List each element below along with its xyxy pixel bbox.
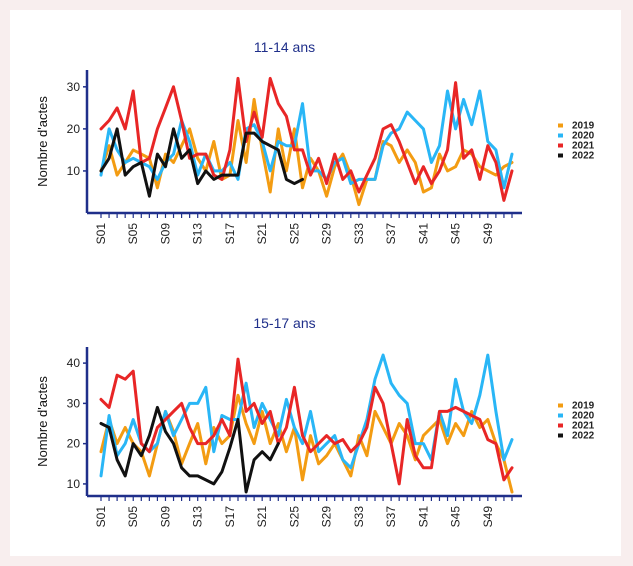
- chart-card: 11-14 ans Nombre d'actes 10 20 30 S01 S05 S09 S1…: [10, 10, 621, 556]
- y-tick-label: 30: [67, 80, 81, 94]
- x-tick-label: S33: [352, 223, 366, 245]
- x-tick-label: S37: [384, 506, 398, 528]
- x-tick-label: S05: [126, 506, 140, 528]
- y-tick-label: 20: [67, 122, 81, 136]
- legend-label-2021: 2021: [572, 141, 595, 152]
- x-tick-label: S29: [320, 223, 334, 245]
- legend-swatch-2019: [558, 403, 563, 408]
- legend-swatch-2021: [558, 143, 563, 148]
- legend-label-2020: 2020: [572, 411, 595, 422]
- charts-canvas: 11-14 ans Nombre d'actes 10 20 30 S01 S05 S09 S1…: [35, 39, 595, 527]
- y-tick-label: 20: [67, 437, 81, 451]
- legend-swatch-2020: [558, 413, 563, 418]
- x-tick-label: S01: [94, 506, 108, 528]
- x-tick-label: S05: [126, 223, 140, 245]
- series-line-2022: [99, 127, 304, 198]
- legend-swatch-2021: [558, 423, 563, 428]
- x-tick-label: S21: [255, 223, 269, 245]
- x-tick-label: S17: [223, 223, 237, 245]
- y-tick-label: 30: [67, 396, 81, 410]
- legend-swatch-2022: [558, 433, 563, 438]
- series-line-2020: [99, 353, 514, 478]
- legend-label-2020: 2020: [572, 131, 595, 142]
- x-tick-label: S25: [287, 223, 301, 245]
- legend-label-2019: 2019: [572, 121, 595, 132]
- chart-15-17-ans: 15-17 ans Nombre d'actes 10 20 30 40 S01 S05 S09…: [35, 315, 595, 527]
- y-tick-label: 10: [67, 477, 81, 491]
- x-tick-label: S45: [449, 506, 463, 528]
- x-tick-label: S49: [481, 223, 495, 245]
- series-line-2020: [99, 89, 514, 190]
- x-tick-label: S25: [287, 506, 301, 528]
- legend-label-2022: 2022: [572, 431, 595, 442]
- y-tick-label: 40: [67, 356, 81, 370]
- x-tick-label: S37: [384, 223, 398, 245]
- chart-11-14-ans: 11-14 ans Nombre d'actes 10 20 30 S01 S05 S09 S1…: [35, 39, 595, 244]
- x-tick-label: S45: [449, 223, 463, 245]
- legend-swatch-2022: [558, 153, 563, 158]
- x-tick-label: S13: [191, 223, 205, 245]
- x-tick-label: S41: [416, 223, 430, 245]
- legend-label-2022: 2022: [572, 151, 595, 162]
- x-tick-label: S09: [158, 506, 172, 528]
- x-tick-label: S49: [481, 506, 495, 528]
- series-line-2022: [99, 405, 280, 494]
- legend-label-2019: 2019: [572, 401, 595, 412]
- x-tick-label: S17: [223, 506, 237, 528]
- legend-swatch-2020: [558, 133, 563, 138]
- y-tick-label: 10: [67, 164, 81, 178]
- legend-label-2021: 2021: [572, 421, 595, 432]
- y-axis-label: Nombre d'actes: [35, 96, 50, 187]
- x-tick-label: S09: [158, 223, 172, 245]
- series-line-2021: [99, 76, 514, 202]
- x-tick-label: S41: [416, 506, 430, 528]
- x-tick-label: S33: [352, 506, 366, 528]
- chart-title: 11-14 ans: [254, 39, 315, 55]
- x-tick-label: S21: [255, 506, 269, 528]
- y-axis-label: Nombre d'actes: [35, 376, 50, 467]
- x-tick-label: S29: [320, 506, 334, 528]
- legend-swatch-2019: [558, 123, 563, 128]
- series-line-2021: [99, 357, 514, 486]
- x-tick-label: S01: [94, 223, 108, 245]
- x-tick-label: S13: [191, 506, 205, 528]
- chart-title: 15-17 ans: [253, 315, 315, 331]
